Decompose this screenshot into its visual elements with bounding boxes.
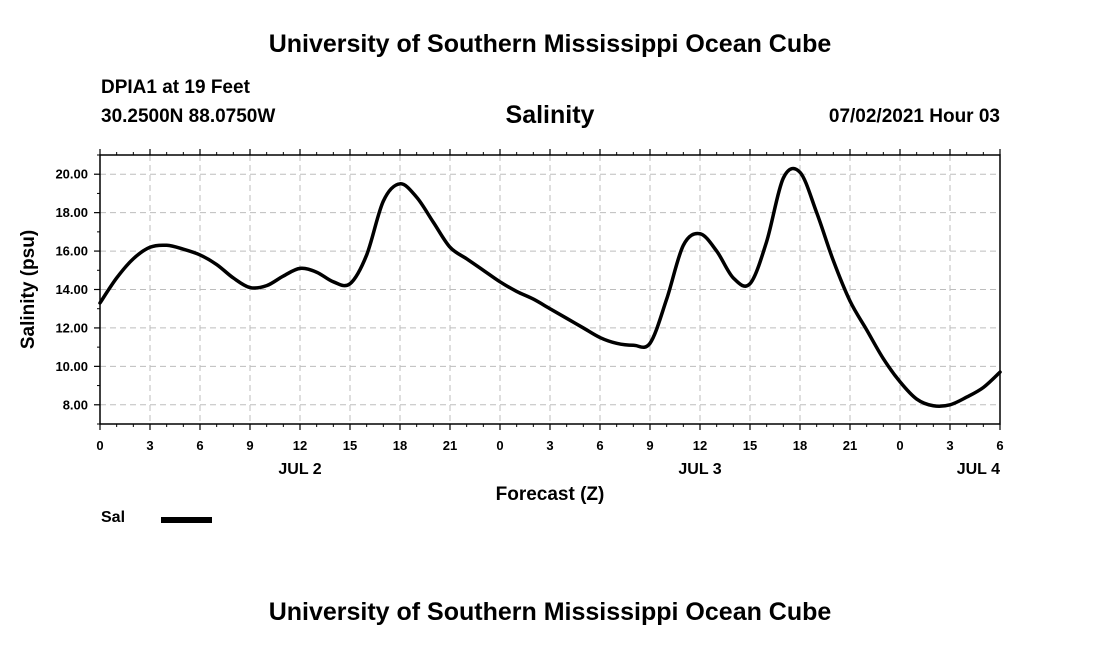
y-tick-label: 16.00: [55, 244, 88, 259]
datetime-label: 07/02/2021 Hour 03: [828, 106, 1000, 127]
data-point: [432, 221, 435, 224]
x-tick-label: 0: [896, 438, 903, 453]
x-tick-label: 6: [596, 438, 603, 453]
x-tick-label: 21: [843, 438, 857, 453]
data-point: [199, 254, 201, 256]
x-day-label: JUL 2: [278, 461, 321, 478]
data-point: [415, 196, 418, 199]
data-point: [865, 329, 868, 331]
data-point: [515, 290, 518, 293]
chart-title: Salinity: [505, 101, 595, 129]
data-point: [365, 254, 368, 256]
data-point: [282, 275, 285, 277]
data-point: [699, 232, 701, 235]
data-point: [332, 281, 335, 283]
data-point: [482, 269, 485, 272]
y-tick-label: 14.00: [55, 282, 88, 297]
data-point: [215, 263, 218, 266]
data-point: [815, 211, 818, 214]
x-day-label: JUL 3: [678, 461, 721, 478]
x-tick-label: 6: [196, 438, 203, 453]
x-tick-label: 12: [293, 438, 307, 453]
data-point: [299, 267, 301, 270]
data-point: [749, 282, 751, 285]
data-point: [132, 257, 135, 260]
data-point: [382, 200, 385, 202]
top-title: University of Southern Mississippi Ocean…: [268, 30, 832, 58]
x-tick-label: 18: [393, 438, 407, 453]
grid-lines: [99, 155, 1001, 424]
data-point: [982, 386, 985, 389]
x-tick-label: 9: [246, 438, 253, 453]
x-axis-title: Forecast (Z): [496, 484, 605, 505]
data-point: [499, 281, 501, 283]
data-point: [465, 257, 468, 260]
y-tick-label: 18.00: [55, 205, 88, 220]
data-point: [582, 327, 585, 329]
data-point: [182, 248, 185, 250]
data-point: [649, 342, 651, 345]
x-tick-label: 18: [793, 438, 807, 453]
y-axis-title: Salinity (psu): [18, 230, 39, 349]
data-point: [932, 404, 935, 407]
data-point: [882, 357, 885, 360]
data-point: [565, 317, 568, 320]
data-point: [965, 396, 968, 398]
data-point: [249, 286, 251, 289]
x-tick-label: 6: [996, 438, 1003, 453]
x-tick-label: 0: [96, 438, 103, 453]
data-point: [615, 342, 618, 345]
data-point: [915, 398, 918, 400]
x-tick-label: 12: [693, 438, 707, 453]
data-point: [599, 336, 601, 339]
data-point: [832, 259, 835, 262]
data-point: [849, 300, 851, 302]
y-tick-label: 8.00: [63, 397, 88, 412]
legend-line-swatch: [161, 517, 212, 523]
legend-label: Sal: [101, 509, 126, 526]
data-point: [349, 282, 351, 285]
x-tick-label: 15: [343, 438, 357, 453]
data-point: [232, 277, 235, 279]
data-point: [449, 246, 451, 249]
plot-frame: [99, 154, 1001, 425]
data-point: [265, 284, 268, 287]
data-point: [532, 298, 535, 300]
data-point: [632, 344, 635, 347]
x-tick-label: 3: [546, 438, 553, 453]
data-point: [665, 298, 668, 300]
data-point: [782, 177, 785, 179]
y-tick-label: 12.00: [55, 320, 88, 335]
data-point: [149, 246, 151, 249]
data-point: [549, 307, 551, 310]
station-label: DPIA1 at 19 Feet: [101, 77, 250, 98]
x-tick-label: 15: [743, 438, 757, 453]
data-point: [682, 244, 685, 247]
y-tick-label: 10.00: [55, 359, 88, 374]
data-point: [732, 277, 735, 279]
data-point: [115, 277, 118, 279]
x-tick-label: 3: [946, 438, 953, 453]
x-tick-label: 9: [646, 438, 653, 453]
data-point: [715, 250, 718, 252]
data-point: [799, 171, 801, 174]
data-point: [315, 271, 318, 274]
x-tick-label: 21: [443, 438, 457, 453]
data-point: [949, 403, 951, 406]
axes: 8.00 10.00 12.00 14.00 16.00 18.00 20.00 0 3 6 9 12…: [18, 149, 1004, 505]
x-day-label: JUL 4: [957, 461, 1000, 478]
x-tick-label: 0: [496, 438, 503, 453]
data-point: [765, 240, 768, 243]
data-point: [399, 183, 401, 185]
x-tick-label: 3: [146, 438, 153, 453]
y-tick-label: 20.00: [55, 167, 88, 182]
data-point: [899, 380, 901, 383]
bottom-title: University of Southern Mississippi Ocean…: [268, 598, 832, 626]
data-point: [165, 244, 168, 247]
coordinates-label: 30.2500N 88.0750W: [101, 106, 276, 127]
